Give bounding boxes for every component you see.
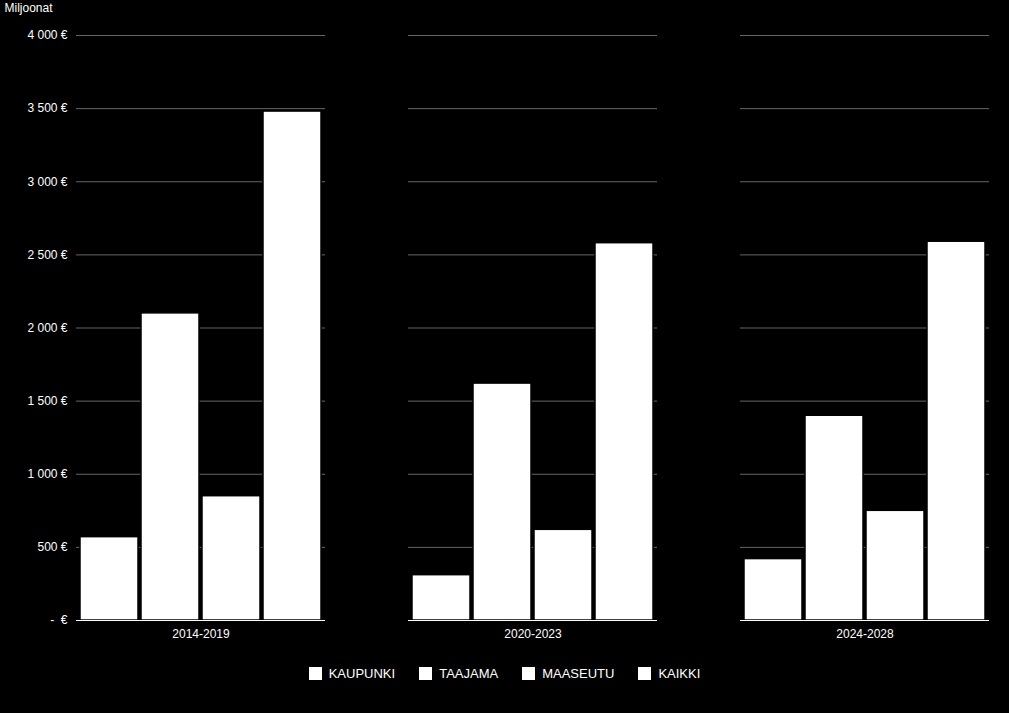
html-text:MAASEUTU: MAASEUTU bbox=[542, 666, 615, 681]
svg-text:2024-2028: 2024-2028 bbox=[836, 627, 894, 641]
svg-text:4 000 €: 4 000 € bbox=[27, 28, 67, 42]
html-text:TAAJAMA: TAAJAMA bbox=[439, 666, 499, 681]
svg-text:2 000 €: 2 000 € bbox=[27, 321, 67, 335]
svg-text:2 500 €: 2 500 € bbox=[27, 248, 67, 262]
svg-text:- €: - € bbox=[50, 613, 68, 627]
svg-text:3 000 €: 3 000 € bbox=[27, 175, 67, 189]
svg-text:Miljoonat: Miljoonat bbox=[5, 1, 54, 15]
html-text:KAIKKI: KAIKKI bbox=[658, 666, 701, 681]
svg-text:500 €: 500 € bbox=[37, 540, 67, 554]
svg-text:1 500 €: 1 500 € bbox=[27, 394, 67, 408]
svg-text:1 000 €: 1 000 € bbox=[27, 467, 67, 481]
svg-text:3 500 €: 3 500 € bbox=[27, 101, 67, 115]
svg-text:2014-2019: 2014-2019 bbox=[172, 627, 230, 641]
html-text:KAUPUNKI: KAUPUNKI bbox=[328, 666, 396, 681]
svg-text:2020-2023: 2020-2023 bbox=[504, 627, 562, 641]
